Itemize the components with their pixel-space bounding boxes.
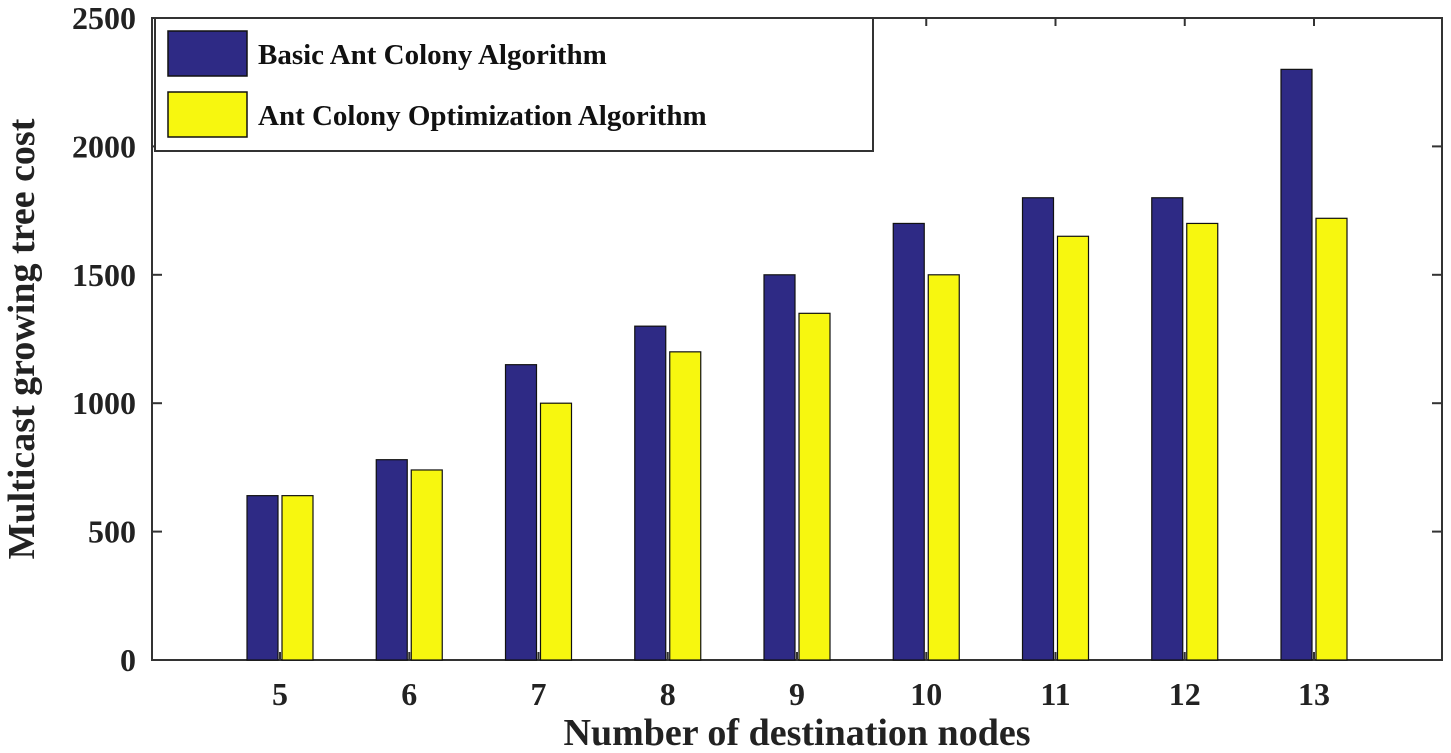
bar-series-2-cat-10 (927, 274, 960, 661)
x-tick-label: 11 (1040, 676, 1070, 712)
bar-series-2-cat-9 (798, 312, 831, 661)
bar-series-1-cat-7 (504, 364, 538, 661)
bar-series-1-cat-11 (1021, 197, 1055, 661)
y-tick-label: 0 (120, 642, 136, 678)
bar-series-2-cat-12 (1186, 222, 1219, 661)
bar-series-2-cat-8 (669, 351, 702, 661)
bar-series-1-cat-6 (375, 459, 408, 661)
bar-series-2-cat-5 (281, 495, 314, 661)
bar-series-1-cat-12 (1151, 197, 1184, 661)
bar-series-2-cat-11 (1056, 235, 1090, 661)
y-tick-label: 500 (88, 514, 136, 550)
legend: Basic Ant Colony Algorithm Ant Colony Op… (154, 17, 874, 152)
y-tick-label: 1000 (72, 385, 136, 421)
y-axis-title: Multicast growing tree cost (1, 118, 43, 559)
legend-swatch-ant-colony-optimization (167, 91, 248, 138)
bar-series-1-cat-10 (892, 222, 925, 661)
bar-series-2-cat-7 (539, 402, 573, 661)
y-tick-label: 2000 (72, 128, 136, 164)
x-axis-title: Number of destination nodes (564, 712, 1031, 753)
x-tick-label: 10 (910, 676, 942, 712)
x-tick-label: 8 (660, 676, 676, 712)
legend-box (154, 17, 874, 152)
bar-series-2-cat-6 (410, 469, 443, 661)
x-axis: 5 6 7 8 9 10 11 12 13 (272, 18, 1330, 712)
bar-series-2-cat-13 (1315, 217, 1348, 661)
bar-series-1-cat-5 (246, 495, 279, 661)
legend-label-basic-ant-colony: Basic Ant Colony Algorithm (258, 39, 607, 71)
x-tick-label: 6 (401, 676, 417, 712)
x-tick-label: 5 (272, 676, 288, 712)
x-tick-label: 9 (789, 676, 805, 712)
y-tick-label: 1500 (72, 257, 136, 293)
bars-layer (246, 68, 1348, 661)
y-tick-label: 2500 (72, 0, 136, 36)
bar-series-1-cat-8 (634, 325, 667, 661)
legend-swatch-basic-ant-colony (167, 30, 248, 77)
x-tick-label: 13 (1298, 676, 1330, 712)
x-tick-label: 7 (531, 676, 547, 712)
legend-label-ant-colony-optimization: Ant Colony Optimization Algorithm (258, 100, 707, 132)
x-tick-label: 12 (1169, 676, 1201, 712)
y-axis: 0 500 1000 1500 2000 2500 (72, 0, 1442, 678)
bar-series-1-cat-9 (763, 274, 796, 661)
bar-series-1-cat-13 (1280, 68, 1313, 661)
